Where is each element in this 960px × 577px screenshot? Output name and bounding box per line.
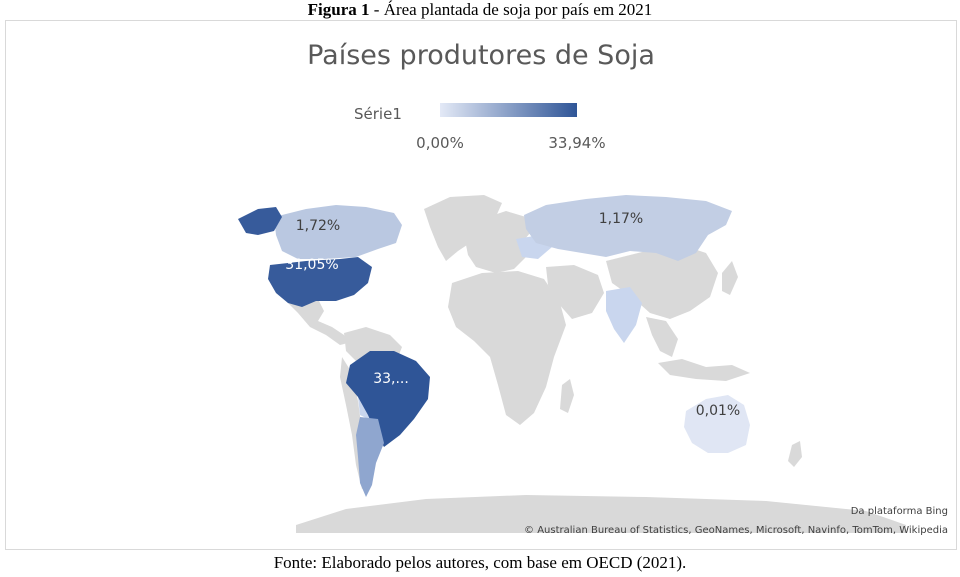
indonesia [658, 359, 750, 381]
madagascar [560, 379, 574, 413]
new-zealand [788, 441, 802, 467]
region-label-canada: 1,72% [296, 218, 340, 234]
japan [722, 261, 738, 295]
region-united-states [268, 257, 372, 307]
europe [464, 211, 530, 273]
legend-series-name: Série1 [354, 105, 402, 123]
africa [448, 271, 566, 425]
region-brazil [346, 351, 430, 447]
no-data-landmasses [278, 195, 906, 533]
map-attribution-credits: © Australian Bureau of Statistics, GeoNa… [524, 525, 948, 536]
antarctica [296, 495, 906, 533]
data-countries [238, 195, 750, 497]
region-alaska [238, 207, 282, 235]
southeast-asia [646, 317, 678, 357]
legend-color-ramp [440, 103, 577, 117]
legend-max-label: 33,94% [548, 134, 605, 152]
region-russia [524, 195, 732, 261]
figure-label: Figura 1 [307, 0, 370, 19]
region-label-australia: 0,01% [696, 403, 740, 419]
region-canada [274, 205, 402, 259]
figure-caption-text: - Área plantada de soja por país em 2021 [369, 0, 653, 19]
map-title: Países produtores de Soja [307, 40, 655, 71]
greenland [424, 195, 502, 261]
map-attribution-provider: Da plataforma Bing [851, 506, 948, 517]
figure-caption: Figura 1 - Área plantada de soja por paí… [0, 0, 960, 20]
figure-source: Fonte: Elaborado pelos autores, com base… [273, 553, 687, 572]
region-label-brazil: 33,... [373, 371, 409, 387]
world-map: Países produtores de Soja Série1 0,00% 3… [238, 40, 948, 536]
middle-east [546, 265, 604, 319]
region-australia [684, 395, 750, 453]
region-label-united-states: 31,05% [285, 257, 338, 273]
region-argentina [356, 417, 384, 497]
map-chart-frame: Países produtores de Soja Série1 0,00% 3… [5, 20, 957, 550]
region-label-russia: 1,17% [599, 211, 643, 227]
east-asia [606, 245, 718, 319]
india [606, 287, 642, 343]
legend-min-label: 0,00% [416, 134, 464, 152]
